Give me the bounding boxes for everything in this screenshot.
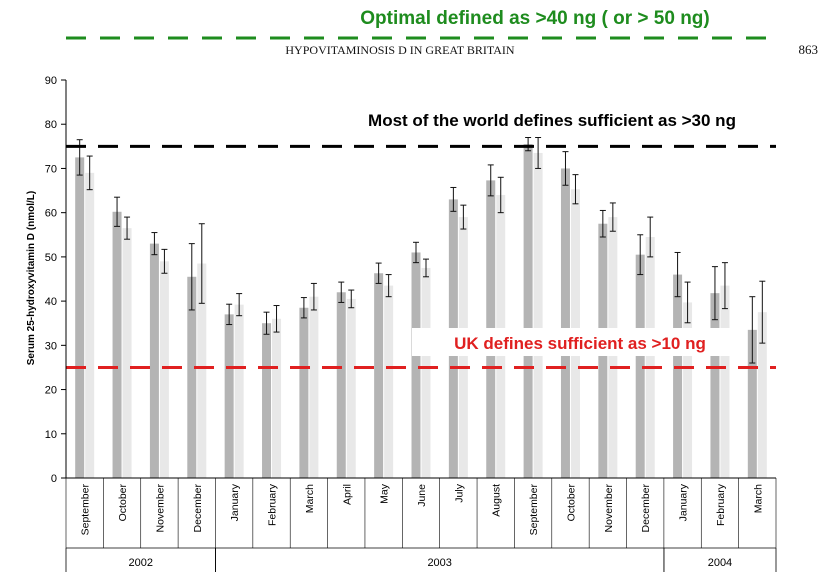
category-label: March [304, 484, 316, 513]
category-label: March [752, 484, 764, 513]
bar-a [374, 273, 384, 478]
bar-b [645, 236, 655, 478]
category-label: April [341, 484, 353, 505]
bar-a [336, 292, 346, 478]
bar-a [523, 144, 533, 478]
bar-a [187, 276, 197, 478]
bar-b [757, 312, 767, 478]
bar-b [346, 298, 356, 478]
bar-a [224, 314, 234, 478]
bar-a [635, 254, 645, 478]
uk-label-background [412, 328, 742, 356]
y-axis-title: Serum 25-hydroxyvitamin D (nmol/L) [26, 191, 37, 365]
bar-b [272, 318, 282, 478]
category-label: February [267, 483, 279, 526]
bar-a [149, 243, 159, 478]
year-label: 2004 [708, 557, 732, 569]
category-label: September [528, 484, 540, 536]
y-tick-label: 10 [45, 429, 57, 441]
bar-b [421, 267, 431, 478]
y-tick-label: 20 [45, 385, 57, 397]
category-label: December [192, 483, 204, 532]
bar-a [747, 329, 757, 478]
category-label: December [640, 483, 652, 532]
category-label: November [154, 483, 166, 532]
category-label: June [416, 484, 428, 507]
bar-b [85, 172, 95, 478]
uk-threshold-label: UK defines sufficient as >10 ng [454, 334, 706, 353]
y-tick-label: 50 [45, 252, 57, 264]
category-label: January [229, 483, 241, 521]
y-tick-label: 90 [45, 75, 57, 87]
y-tick-label: 60 [45, 208, 57, 220]
bar-b [683, 302, 693, 478]
x-axis: September October November December January F… [65, 478, 777, 572]
category-label: September [80, 484, 92, 536]
y-tick-label: 30 [45, 340, 57, 352]
year-label: 2003 [427, 557, 451, 569]
category-label: November [603, 483, 615, 532]
bar-b [533, 152, 543, 478]
category-label: May [379, 483, 391, 504]
bar-b [234, 304, 244, 478]
category-label: October [117, 484, 129, 522]
category-label: July [453, 483, 465, 502]
bar-a [411, 252, 421, 478]
category-label: August [491, 484, 503, 517]
bars-group [75, 144, 767, 479]
category-label: January [678, 483, 690, 521]
bar-b [122, 228, 132, 478]
category-label: February [715, 483, 727, 526]
category-label: October [565, 484, 577, 522]
bar-b [384, 285, 394, 478]
y-tick-label: 80 [45, 119, 57, 131]
optimal-note: Optimal defined as >40 ng ( or > 50 ng) [360, 8, 709, 29]
bar-a [299, 307, 309, 478]
bar-b [309, 296, 319, 478]
bar-a [673, 274, 683, 478]
y-tick-label: 0 [51, 473, 57, 485]
bar-a [560, 168, 570, 478]
bar-b [720, 285, 730, 478]
bar-a [75, 157, 85, 478]
page-number: 863 [799, 42, 819, 57]
error-bars-group [76, 136, 766, 364]
y-tick-label: 40 [45, 296, 57, 308]
running-head: HYPOVITAMINOSIS D IN GREAT BRITAIN [285, 43, 515, 57]
bar-a [112, 211, 122, 478]
bar-b [159, 261, 169, 478]
bar-a [710, 293, 720, 478]
bar-a [262, 323, 272, 478]
year-label: 2002 [128, 557, 152, 569]
y-axis: 0 10 20 30 40 50 60 70 80 90 [45, 75, 66, 485]
bar-b [197, 263, 207, 478]
y-tick-label: 70 [45, 163, 57, 175]
world-threshold-label: Most of the world defines sufficient as … [368, 111, 736, 130]
